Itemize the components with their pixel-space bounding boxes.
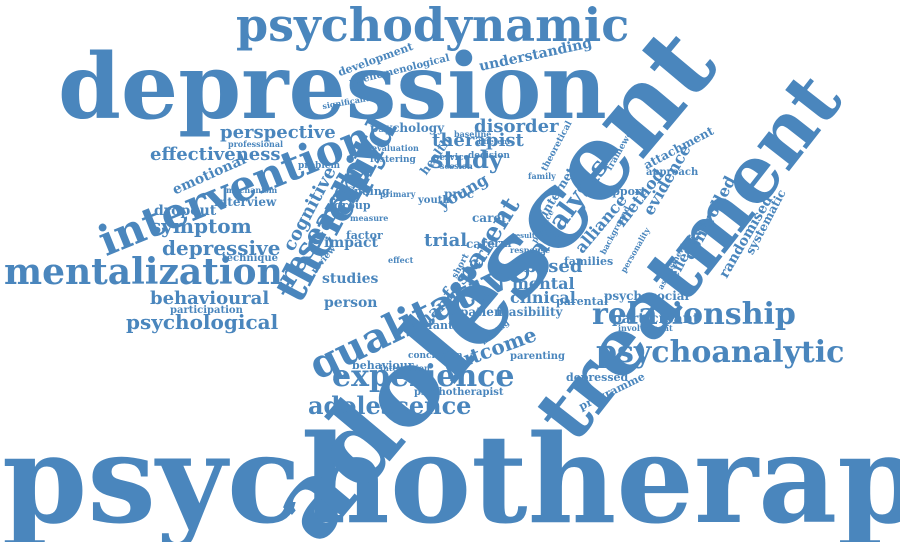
cloud-word: participation bbox=[170, 305, 243, 316]
cloud-word: adolescence bbox=[308, 391, 472, 420]
cloud-word: experience bbox=[332, 359, 515, 394]
cloud-word: relationship bbox=[592, 297, 796, 332]
cloud-word: parental bbox=[556, 295, 608, 308]
cloud-word: feasibility bbox=[496, 305, 563, 319]
cloud-word: parenting bbox=[510, 351, 566, 362]
cloud-word: service bbox=[434, 153, 470, 163]
cloud-word: psychotherapist bbox=[414, 387, 504, 398]
cloud-word: psychological bbox=[126, 310, 279, 334]
cloud-word: based bbox=[524, 256, 583, 277]
cloud-word: carer bbox=[472, 211, 508, 225]
cloud-word: studies bbox=[322, 271, 379, 287]
cloud-word: group bbox=[334, 199, 371, 212]
cloud-word: finding bbox=[346, 185, 390, 198]
cloud-word: mental bbox=[512, 274, 575, 293]
cloud-word: approach bbox=[646, 167, 699, 178]
cloud-word: clinical bbox=[510, 288, 576, 307]
cloud-word: different bbox=[476, 137, 511, 146]
cloud-word: therapist bbox=[432, 130, 524, 151]
cloud-word: depressive bbox=[162, 236, 281, 260]
cloud-word: technique bbox=[222, 253, 279, 264]
cloud-word: problem bbox=[298, 161, 340, 171]
cloud-word: trial bbox=[424, 230, 468, 251]
cloud-word: person bbox=[324, 295, 378, 311]
cloud-word: psychotherapy bbox=[2, 407, 900, 542]
cloud-word: session bbox=[440, 161, 473, 171]
cloud-word: evaluation bbox=[372, 143, 419, 153]
cloud-word: behaviour bbox=[352, 359, 414, 372]
cloud-word: participant bbox=[612, 311, 700, 327]
cloud-word: disorder bbox=[474, 116, 559, 137]
cloud-word: fostering bbox=[370, 155, 416, 165]
cloud-word: term bbox=[482, 237, 512, 250]
cloud-word: psychoanalytic bbox=[596, 335, 845, 370]
cloud-word: behavioural bbox=[150, 288, 270, 309]
cloud-word: symptom bbox=[150, 214, 252, 238]
cloud-word: baseline bbox=[454, 129, 492, 139]
cloud-word: factor bbox=[346, 229, 383, 242]
cloud-word: family bbox=[528, 171, 556, 181]
cloud-word: care bbox=[466, 237, 496, 251]
cloud-word: depression bbox=[58, 34, 607, 140]
cloud-word: infant bbox=[416, 319, 454, 332]
cloud-word: proc bbox=[444, 187, 475, 201]
cloud-word: professional bbox=[228, 139, 284, 149]
cloud-word: decision bbox=[468, 151, 510, 161]
cloud-word: conclusion bbox=[408, 351, 463, 361]
cloud-word: youth bbox=[418, 195, 450, 206]
cloud-word: psychosocial bbox=[604, 289, 690, 303]
cloud-word: measure bbox=[350, 213, 389, 223]
cloud-word: families bbox=[564, 255, 614, 268]
cloud-word: involvement bbox=[618, 323, 673, 333]
cloud-word: depressed bbox=[566, 371, 629, 384]
cloud-word: study bbox=[430, 145, 503, 174]
cloud-word: psychology bbox=[370, 121, 445, 135]
cloud-word: interaction bbox=[380, 363, 430, 373]
cloud-word: primary bbox=[380, 189, 416, 199]
cloud-word: perspective bbox=[220, 122, 336, 143]
cloud-word: support bbox=[598, 185, 646, 198]
cloud-word: interview bbox=[214, 195, 277, 209]
cloud-word: impact bbox=[324, 235, 378, 251]
cloud-word: patient bbox=[460, 305, 509, 319]
cloud-word: response bbox=[510, 245, 551, 255]
cloud-word: dropout bbox=[154, 203, 217, 219]
cloud-word: mentalization bbox=[4, 251, 283, 293]
cloud-word: psychodynamic bbox=[236, 0, 630, 52]
cloud-word: effectiveness bbox=[150, 144, 281, 165]
cloud-word: effect bbox=[388, 255, 414, 265]
cloud-word: mechanism bbox=[226, 185, 278, 195]
cloud-word: result bbox=[512, 231, 536, 240]
